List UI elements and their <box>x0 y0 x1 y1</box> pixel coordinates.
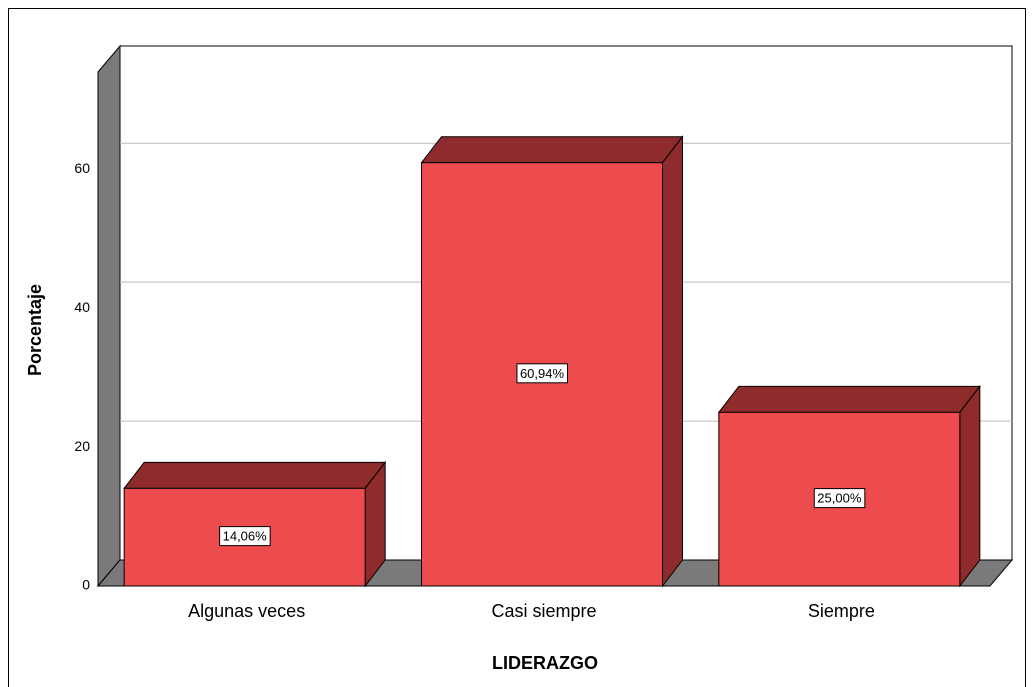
bar-top <box>717 385 981 413</box>
bar-top <box>123 461 387 489</box>
data-label-box <box>813 488 866 509</box>
data-label-box <box>219 526 271 547</box>
y-axis-label: Porcentaje <box>25 284 45 376</box>
bar-top <box>420 136 684 164</box>
data-label: 25,00% <box>817 491 862 506</box>
x-tick-label: Algunas veces <box>188 601 305 621</box>
data-label: 60,94% <box>520 366 565 381</box>
y-tick-label: 40 <box>74 299 90 315</box>
data-label: 14,06% <box>223 529 268 544</box>
y-tick-label: 0 <box>82 577 90 593</box>
y-tick-label: 60 <box>74 160 90 176</box>
x-tick-label: Casi siempre <box>491 601 596 621</box>
x-tick-label: Siempre <box>808 601 875 621</box>
left-wall <box>97 44 121 588</box>
y-tick-label: 20 <box>74 438 90 454</box>
bar-side <box>959 384 981 588</box>
data-label-box <box>516 363 568 384</box>
x-axis-label: LIDERAZGO <box>492 653 598 673</box>
bar-side <box>662 135 683 588</box>
